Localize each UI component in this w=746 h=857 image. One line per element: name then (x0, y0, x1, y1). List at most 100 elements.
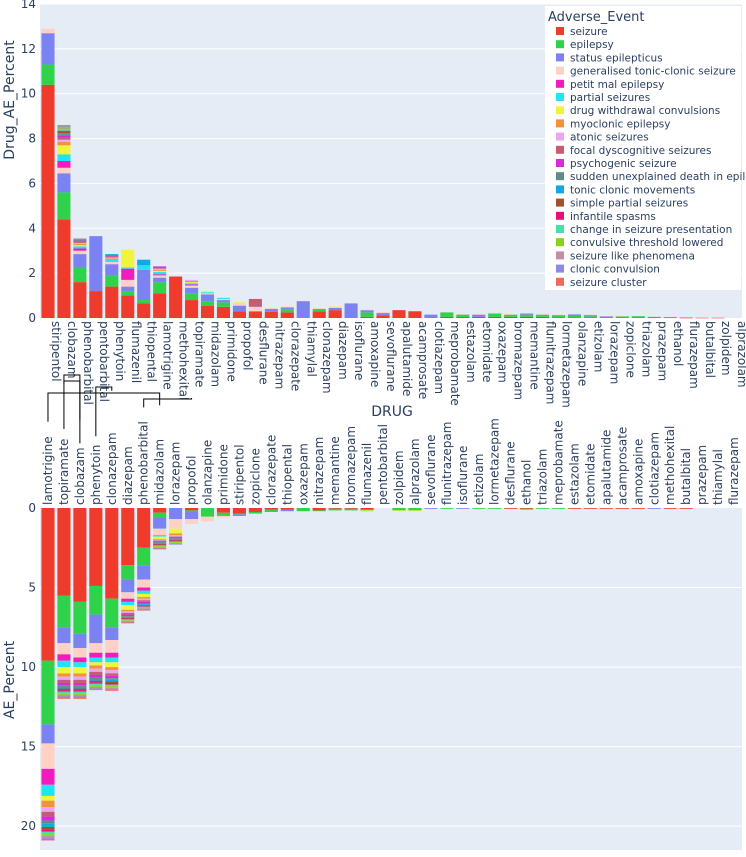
bottom-bar-segment-diazepam-seizure-like-phenomena[interactable] (121, 620, 135, 622)
top-bar-segment-lamotrigine-epilepsy[interactable] (153, 282, 167, 294)
bottom-bar-segment-bromazepam-seizure[interactable] (344, 508, 358, 509)
bottom-bar-segment-methohexital-seizure[interactable] (663, 508, 677, 509)
top-bar-segment-amoxapine-status-epilepticus[interactable] (360, 310, 374, 313)
bottom-bar-segment-phenytoin-petit-mal-epilepsy[interactable] (89, 652, 103, 658)
top-bar-segment-lorazepam-seizure[interactable] (599, 317, 613, 318)
bottom-bar-segment-topiramate-petit-mal-epilepsy[interactable] (57, 654, 71, 661)
bottom-bar-segment-midazolam-seizure-like-phenomena[interactable] (153, 546, 167, 548)
top-bar-segment-lamotrigine-drug-withdrawal-convulsions[interactable] (153, 270, 167, 273)
top-bar-segment-clonazepam-seizure[interactable] (312, 311, 326, 318)
bottom-bar-segment-diazepam-sudden-unexplained-death-in-epilepsy[interactable] (121, 616, 135, 617)
top-bar-segment-olanzapine-seizure[interactable] (567, 317, 582, 318)
bottom-bar-segment-topiramate-partial-seizures[interactable] (57, 660, 71, 668)
bottom-bar-segment-propofol-status-epilepticus[interactable] (185, 511, 199, 520)
bottom-bar-segment-phenobarbital-partial-seizures[interactable] (137, 590, 151, 594)
bottom-bar-segment-phenytoin-sudden-unexplained-death-in-epilepsy[interactable] (89, 677, 103, 679)
top-bar-segment-stiripentol-epilepsy[interactable] (41, 64, 55, 85)
bottom-bar-segment-lorazepam-tonic-clonic-movements[interactable] (169, 539, 183, 540)
top-bar-segment-bromazepam-seizure[interactable] (504, 316, 518, 318)
bottom-bar-segment-topiramate-convulsive-threshold-lowered[interactable] (57, 693, 71, 695)
top-bar-segment-lamotrigine-generalised-tonic-clonic-seizure[interactable] (153, 275, 167, 278)
legend-label-partial-seizures[interactable]: partial seizures (570, 92, 650, 104)
bottom-bar-segment-lamotrigine-simple-partial-seizures[interactable] (41, 826, 55, 830)
top-bar-segment-etomidate-status-epilepticus[interactable] (472, 314, 486, 317)
bottom-bar-segment-isoflurane-status-epilepticus[interactable] (456, 508, 470, 509)
top-bar-segment-phenytoin-status-epilepticus[interactable] (105, 264, 119, 276)
top-bar-segment-diazepam-seizure[interactable] (328, 310, 342, 318)
legend-label-convulsive-threshold-lowered[interactable]: convulsive threshold lowered (570, 237, 723, 249)
bottom-bar-segment-phenytoin-convulsive-threshold-lowered[interactable] (89, 685, 103, 687)
bottom-bar-segment-diazepam-seizure[interactable] (121, 508, 135, 566)
top-bar-segment-etomidate-seizure[interactable] (472, 316, 486, 318)
bottom-bar-segment-phenobarbital-drug-withdrawal-convulsions[interactable] (137, 593, 151, 598)
bottom-bar-segment-topiramate-clonic-convulsion[interactable] (57, 696, 71, 699)
top-bar-segment-lormetazepam-epilepsy[interactable] (551, 315, 566, 318)
top-bar-segment-bromazepam-generalised-tonic-clonic-seizure[interactable] (504, 314, 518, 315)
top-bar-segment-lamotrigine-focal-dyscognitive-seizures[interactable] (153, 267, 167, 269)
top-bar-segment-phenobarbital-petit-mal-epilepsy[interactable] (73, 248, 87, 251)
bottom-bar-segment-primidone-seizure[interactable] (216, 508, 231, 513)
top-bar-segment-zopiclone-generalised-tonic-clonic-seizure[interactable] (615, 315, 629, 317)
bottom-bar-segment-phenytoin-drug-withdrawal-convulsions[interactable] (89, 662, 103, 666)
bottom-bar-segment-clobazam-seizure-cluster[interactable] (73, 698, 87, 699)
bottom-bar-segment-phenobarbital-infantile-spasms[interactable] (137, 605, 151, 607)
bottom-bar-segment-clonazepam-myoclonic-epilepsy[interactable] (105, 667, 119, 671)
bottom-bar-segment-clobazam-simple-partial-seizures[interactable] (73, 688, 87, 691)
legend-label-drug-withdrawal-convulsions[interactable]: drug withdrawal convulsions (570, 105, 720, 117)
top-bar-segment-topiramate-petit-mal-epilepsy[interactable] (185, 284, 199, 286)
bottom-bar-segment-diazepam-tonic-clonic-movements[interactable] (121, 616, 135, 618)
legend-label-sudden-unexplained-death-in-epilepsy[interactable]: sudden unexplained death in epilepsy (570, 171, 746, 183)
top-bar-segment-phenytoin-generalised-tonic-clonic-seizure[interactable] (105, 261, 119, 265)
bottom-bar-segment-phenobarbital-sudden-unexplained-death-in-epilepsy[interactable] (137, 603, 151, 605)
top-bar-segment-memantine-epilepsy[interactable] (520, 314, 534, 317)
bottom-bar-segment-diazepam-epilepsy[interactable] (121, 565, 135, 580)
bottom-bar-segment-phenytoin-simple-partial-seizures[interactable] (89, 680, 103, 683)
bottom-bar-segment-clonazepam-generalised-tonic-clonic-seizure[interactable] (105, 640, 119, 653)
bottom-bar-segment-stiripentol-status-epilepticus[interactable] (232, 514, 246, 516)
top-bar-segment-clobazam-change-in-seizure-presentation[interactable] (57, 129, 71, 131)
bottom-bar-segment-midazolam-simple-partial-seizures[interactable] (153, 543, 167, 545)
bottom-bar-segment-lamotrigine-myoclonic-epilepsy[interactable] (41, 800, 55, 808)
bottom-bar-segment-clobazam-focal-dyscognitive-seizures[interactable] (73, 679, 87, 683)
bottom-bar-segment-lamotrigine-partial-seizures[interactable] (41, 784, 55, 796)
bottom-bar-segment-lamotrigine-sudden-unexplained-death-in-epilepsy[interactable] (41, 820, 55, 824)
top-bar-segment-flumazenil-generalised-tonic-clonic-seizure[interactable] (121, 279, 135, 287)
bottom-bar-segment-propofol-epilepsy[interactable] (185, 510, 199, 512)
bottom-bar-segment-clobazam-convulsive-threshold-lowered[interactable] (73, 693, 87, 695)
top-bar-segment-lamotrigine-seizure[interactable] (153, 293, 167, 318)
top-bar-segment-estazolam-seizure[interactable] (456, 316, 470, 318)
bottom-bar-segment-clonazepam-psychogenic-seizure[interactable] (105, 675, 119, 679)
top-bar-segment-propofol-drug-withdrawal-convulsions[interactable] (232, 302, 246, 304)
top-bar-segment-primidone-partial-seizures[interactable] (216, 297, 231, 299)
bottom-bar-segment-clonazepam-sudden-unexplained-death-in-epilepsy[interactable] (105, 678, 119, 680)
bottom-bar-segment-phenytoin-infantile-spasms[interactable] (89, 682, 103, 684)
bottom-bar-segment-clobazam-psychogenic-seizure[interactable] (73, 682, 87, 686)
bottom-bar-segment-phenobarbital-status-epilepticus[interactable] (137, 565, 151, 580)
bottom-bar-segment-topiramate-epilepsy[interactable] (57, 595, 71, 628)
bottom-bar-segment-clonazepam-atonic-seizures[interactable] (105, 670, 119, 674)
top-bar-segment-primidone-generalised-tonic-clonic-seizure[interactable] (216, 298, 231, 301)
top-bar-segment-phenobarbital-focal-dyscognitive-seizures[interactable] (73, 241, 87, 243)
top-bar-segment-phenobarbital-generalised-tonic-clonic-seizure[interactable] (73, 250, 87, 255)
bottom-bar-segment-clobazam-drug-withdrawal-convulsions[interactable] (73, 667, 87, 674)
bottom-bar-segment-desflurane-seizure[interactable] (504, 508, 518, 509)
legend-label-tonic-clonic-movements[interactable]: tonic clonic movements (570, 184, 695, 196)
top-bar-segment-clorazepate-status-epilepticus[interactable] (280, 307, 294, 310)
bottom-bar-segment-lorazepam-clonic-convulsion[interactable] (169, 543, 183, 545)
bottom-bar-segment-phenytoin-psychogenic-seizure[interactable] (89, 675, 103, 678)
top-bar-segment-isoflurane-status-epilepticus[interactable] (344, 303, 358, 318)
bottom-bar-segment-phenobarbital-convulsive-threshold-lowered[interactable] (137, 607, 151, 609)
bottom-bar-segment-midazolam-change-in-seizure-presentation[interactable] (153, 545, 167, 547)
top-bar-segment-clobazam-focal-dyscognitive-seizures[interactable] (57, 137, 71, 140)
bottom-bar-segment-flumazenil-drug-withdrawal-convulsions[interactable] (360, 510, 374, 512)
top-bar-segment-clorazepate-generalised-tonic-clonic-seizure[interactable] (280, 306, 294, 308)
top-bar-segment-clorazepate-seizure[interactable] (280, 312, 294, 318)
bottom-bar-segment-ethanol-seizure[interactable] (520, 508, 534, 509)
bottom-bar-segment-acamprosate-seizure[interactable] (615, 508, 629, 509)
top-bar-segment-flumazenil-seizure[interactable] (121, 295, 135, 318)
top-bar-segment-acamprosate-seizure[interactable] (408, 311, 422, 318)
legend-label-clonic-convulsion[interactable]: clonic convulsion (570, 264, 660, 276)
bottom-bar-segment-clonazepam-seizure-cluster[interactable] (105, 690, 119, 691)
bottom-bar-segment-phenobarbital-seizure-cluster[interactable] (137, 609, 151, 611)
bottom-bar-segment-phenytoin-seizure-like-phenomena[interactable] (89, 686, 103, 689)
